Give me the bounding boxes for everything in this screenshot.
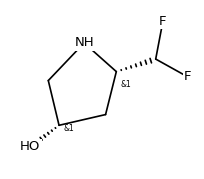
Text: F: F bbox=[184, 71, 192, 83]
Text: &1: &1 bbox=[121, 80, 132, 89]
Text: F: F bbox=[159, 15, 167, 28]
Text: NH: NH bbox=[74, 37, 94, 49]
Text: HO: HO bbox=[20, 140, 41, 153]
Text: &1: &1 bbox=[63, 124, 74, 133]
